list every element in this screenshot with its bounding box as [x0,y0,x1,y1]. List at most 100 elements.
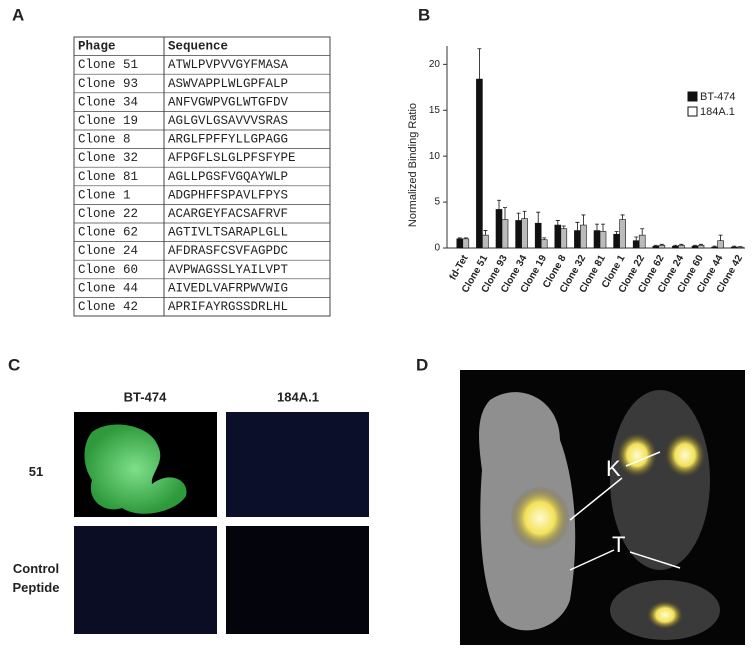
signal [665,433,705,477]
error-bar [718,234,723,241]
bar [574,230,581,249]
row-label: 51 [28,463,44,479]
error-bar [693,244,697,247]
bar [697,244,705,249]
error-bar [679,243,684,246]
table-cell: AGTIVLTSARAPLGLL [168,226,288,240]
error-bar [542,237,547,240]
y-axis-label: Normalized Binding Ratio [407,103,419,227]
error-bar [516,212,521,221]
table-cell: APRIFAYRGSSDRLHL [168,300,288,314]
bar [580,224,587,249]
bar [554,224,562,249]
bar [678,244,685,249]
table-cell: Clone 93 [78,77,138,91]
table-cell: Clone 60 [78,263,138,277]
bar [599,231,607,249]
error-bar [575,221,580,231]
error-bar [555,220,560,226]
table-cell: Clone 8 [78,133,131,147]
y-tick-label: 15 [429,105,441,116]
bar [593,230,601,249]
table-cell: AGLLPGSFVGQAYWLP [168,170,288,184]
bar [730,246,738,249]
error-bar [561,225,566,229]
error-bar [712,245,717,248]
table-cell: Clone 24 [78,244,138,258]
table-cell: Clone 62 [78,226,138,240]
table-cell: ARGLFPFFYLLGPAGG [168,133,288,147]
annotation: T [612,532,625,557]
legend-swatch [687,91,698,102]
y-tick-label: 20 [429,59,441,70]
bar [521,218,528,249]
table-cell: AVPWAGSSLYAILVPT [168,263,289,277]
fluorescence [84,424,187,514]
legend-swatch [687,106,698,117]
table-cell: AIVEDLVAFRPWVWIG [168,281,288,295]
panel-label: A [12,5,24,24]
row-label-box: Control Peptide [12,561,60,595]
error-bar [522,210,527,219]
error-bar [503,207,507,220]
bar [613,233,620,249]
bar [632,240,640,249]
error-bar [653,244,658,247]
bar [652,245,660,249]
bar [736,246,744,249]
micro-image [226,412,369,517]
bar [658,244,666,249]
micro-image [74,526,217,634]
bar [540,239,548,249]
bar [717,240,724,249]
table-cell: ANFVGWPVGLWTGFDV [168,95,289,109]
signal [647,601,683,629]
table-cell: Clone 32 [78,151,138,165]
error-bar [595,223,599,231]
column-label: 184A.1 [277,389,319,404]
table-header: Sequence [168,40,228,54]
bar [534,222,542,249]
error-bar [463,237,468,239]
row-label-box: 51 [28,463,44,479]
table-cell: AFDRASFCSVFAGPDC [168,244,288,258]
legend-label: BT-474 [700,91,735,103]
table-cell: ACARGEYFACSAFRVF [168,207,288,221]
error-bar [620,214,625,220]
bar [501,219,509,249]
error-bar [732,245,737,248]
table-cell: ATWLPVPVVGYFMASA [168,58,289,72]
micro-image [226,526,369,634]
bar [638,234,646,249]
table-cell: Clone 42 [78,300,138,314]
bar [456,238,464,249]
table-cell: Clone 34 [78,95,138,109]
panel-label: C [8,355,20,374]
table-cell: Clone 19 [78,114,138,128]
panel-label: B [418,5,430,24]
error-bar [673,244,678,247]
table-cell: Clone 51 [78,58,138,72]
panel-label: D [416,355,428,374]
signal [510,486,570,550]
table-border [73,36,331,317]
error-bar [536,211,541,224]
bar [495,209,503,249]
table-cell: Clone 44 [78,281,138,295]
error-bar [581,214,586,226]
table-cell: AFPGFLSLGLPFSFYPE [168,151,296,165]
table-cell: ASWVAPPLWLGPFALP [168,77,288,91]
error-bar [634,236,639,241]
error-bar [614,231,619,235]
error-bar [457,237,462,239]
bar [476,78,483,249]
error-bar [601,223,605,232]
row-label: Control Peptide [12,561,60,595]
bar [482,234,489,249]
bar [619,219,626,249]
table-cell: ADGPHFFSPAVLFPYS [168,188,288,202]
y-tick-label: 10 [429,151,441,162]
bar [672,245,679,249]
error-bar [699,243,703,246]
